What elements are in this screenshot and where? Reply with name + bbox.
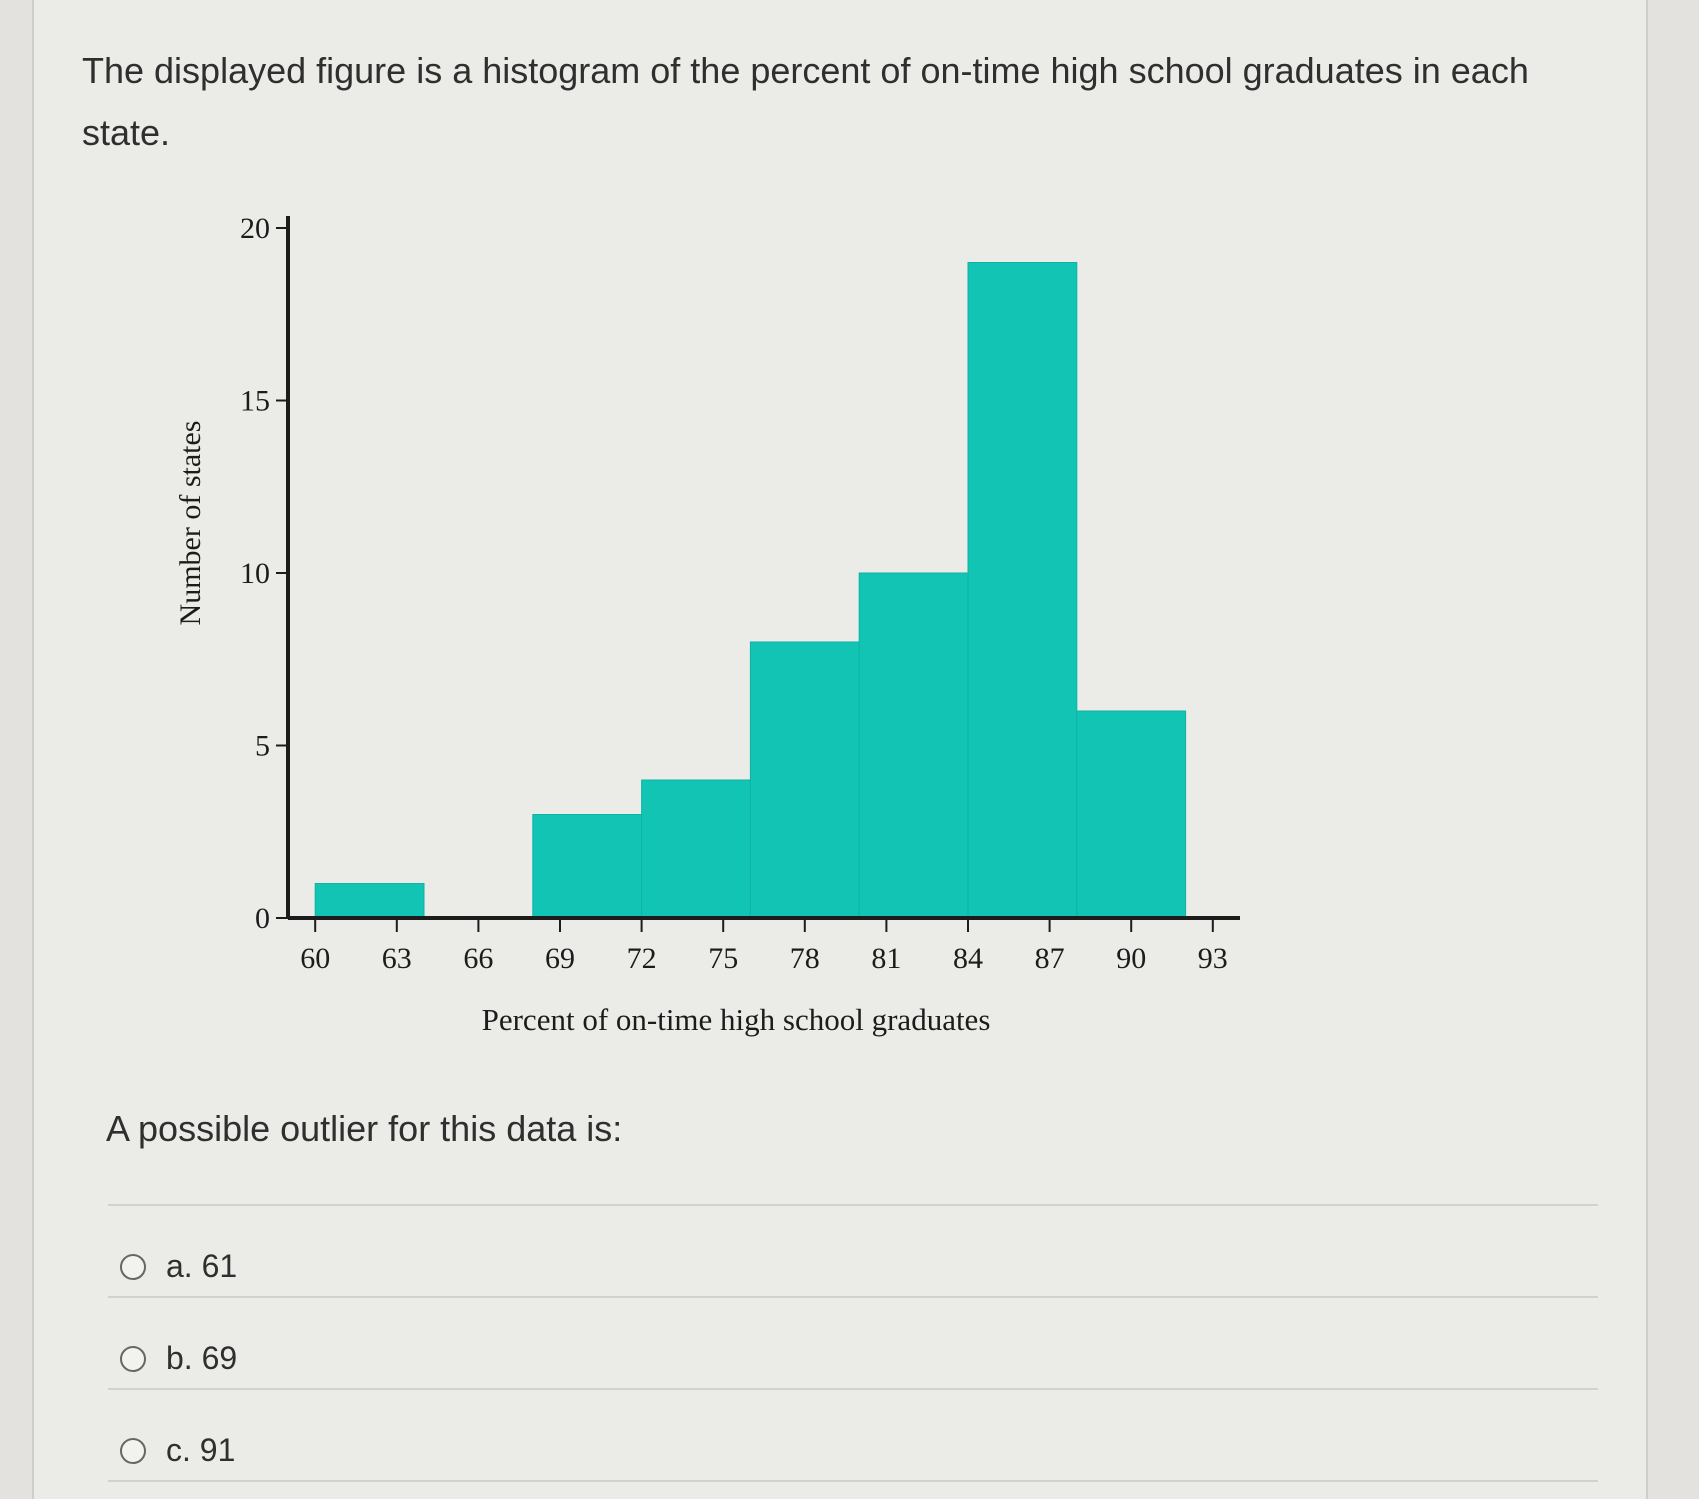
x-tick-label: 84 (953, 942, 983, 975)
histogram-bar (641, 779, 751, 919)
option-c-label[interactable]: c. 91 (166, 1432, 236, 1468)
y-tick-label: 5 (255, 730, 270, 763)
radio-a[interactable] (120, 1253, 146, 1280)
histogram-bar (749, 641, 860, 919)
histogram-bar (967, 262, 1078, 919)
x-tick-label: 93 (1198, 942, 1228, 975)
option-b[interactable]: b. 69 (120, 1340, 237, 1377)
question-text: The displayed figure is a histogram of t… (82, 50, 1529, 153)
histogram-bar (532, 814, 643, 919)
option-a-label[interactable]: a. 61 (166, 1248, 238, 1284)
x-tick-label: 90 (1116, 942, 1146, 975)
frame-border-right (1646, 0, 1648, 1499)
histogram-bar (314, 883, 425, 919)
y-tick-label: 15 (240, 385, 270, 418)
x-tick-label: 78 (790, 942, 820, 975)
option-c[interactable]: c. 91 (120, 1432, 235, 1469)
radio-b[interactable] (120, 1345, 146, 1372)
x-tick-label: 69 (545, 942, 575, 975)
x-tick-label: 66 (463, 942, 493, 975)
histogram-bar (1076, 710, 1187, 919)
separator (108, 1296, 1598, 1298)
frame-border-left (32, 0, 34, 1499)
y-tick-label: 10 (240, 557, 270, 590)
separator (108, 1204, 1598, 1206)
option-b-label[interactable]: b. 69 (166, 1340, 238, 1376)
option-a[interactable]: a. 61 (120, 1248, 237, 1285)
x-tick-label: 72 (627, 942, 657, 975)
radio-c[interactable] (120, 1437, 146, 1464)
y-tick-label: 20 (240, 212, 270, 245)
x-tick-label: 75 (708, 942, 738, 975)
y-tick-label: 0 (255, 902, 270, 935)
y-axis-label: Number of states (174, 421, 207, 626)
x-tick-label: 63 (382, 942, 412, 975)
separator (108, 1480, 1598, 1482)
x-tick-label: 81 (871, 942, 901, 975)
x-tick-label: 87 (1035, 942, 1065, 975)
separator (108, 1388, 1598, 1390)
question-prompt: A possible outlier for this data is: (106, 1108, 623, 1149)
histogram-bar (858, 572, 969, 919)
x-axis-label: Percent of on-time high school graduates (482, 1002, 991, 1037)
x-tick-label: 60 (300, 942, 330, 975)
histogram-chart: 0 5 10 15 20 60 63 66 69 72 75 78 81 84 87 90 93 Percent … (174, 212, 1240, 1037)
